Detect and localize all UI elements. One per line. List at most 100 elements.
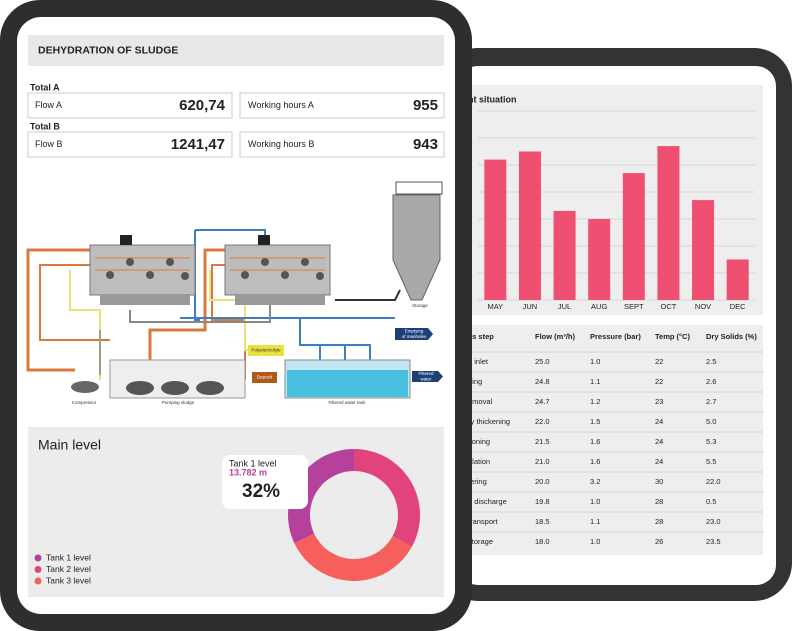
x-tick-label: DEC xyxy=(730,302,746,311)
total-label: Total A xyxy=(30,82,60,92)
table-cell: 24 xyxy=(655,437,663,446)
table-cell: 24 xyxy=(655,417,663,426)
table-cell: 18.5 xyxy=(535,517,550,526)
table-cell: 2.7 xyxy=(706,397,716,406)
stat-value: 1241,47 xyxy=(171,136,225,153)
header-title: DEHYDRATION OF SLUDGE xyxy=(38,44,178,56)
diagram-label: Compressor xyxy=(72,400,97,405)
table-cell: 24 xyxy=(655,457,663,466)
callout-amount: 13.782 m xyxy=(229,467,267,477)
table-cell: 1.2 xyxy=(590,397,600,406)
table-cell: 1.0 xyxy=(590,357,600,366)
table-cell: 22 xyxy=(655,377,663,386)
stat-name: Flow A xyxy=(35,100,62,110)
stat-value: 943 xyxy=(413,136,438,153)
table-cell: e inlet xyxy=(468,357,489,366)
x-tick-label: OCT xyxy=(661,302,677,311)
table-header: Temp (°C) xyxy=(655,332,690,341)
diagram-label: Polyelectrolyte xyxy=(251,348,281,353)
table-cell: emoval xyxy=(468,397,493,406)
table-cell: 5.3 xyxy=(706,437,716,446)
x-tick-label: JUN xyxy=(523,302,538,311)
table-cell: 2.6 xyxy=(706,377,716,386)
table-cell: 18.0 xyxy=(535,537,550,546)
table-cell: tering xyxy=(468,477,487,486)
table-cell: ning xyxy=(468,377,482,386)
table-cell: 1.6 xyxy=(590,457,600,466)
stat-name: Working hours A xyxy=(248,100,314,110)
legend-swatch xyxy=(34,554,42,562)
donut-segment xyxy=(354,449,420,547)
table-cell: ulation xyxy=(468,457,490,466)
table-cell: 26 xyxy=(655,537,663,546)
callout xyxy=(222,455,308,509)
table-header: Pressure (bar) xyxy=(590,332,641,341)
diagram-label: water xyxy=(420,377,432,382)
table-cell: 23.0 xyxy=(706,517,721,526)
x-tick-label: MAY xyxy=(487,302,503,311)
table-cell: 22.0 xyxy=(706,477,721,486)
table-cell: 1.1 xyxy=(590,517,600,526)
stat-box xyxy=(239,131,445,158)
machines xyxy=(71,181,443,399)
table-header: Dry Solids (%) xyxy=(706,332,757,341)
table-cell: 5.0 xyxy=(706,417,716,426)
bar xyxy=(692,200,715,300)
table-cell: 1.5 xyxy=(590,417,600,426)
table-header: Flow (m³/h) xyxy=(535,332,575,341)
donut-segment xyxy=(294,533,412,581)
table-cell: 20.0 xyxy=(535,477,550,486)
stat-value: 620,74 xyxy=(179,97,226,114)
bar xyxy=(657,146,680,300)
stat-box xyxy=(239,92,445,119)
diagram-label: Pumping sludge xyxy=(162,400,195,405)
chart-panel xyxy=(462,85,763,315)
diagram-label: Emptying xyxy=(405,329,424,334)
x-tick-label: SEPT xyxy=(624,302,644,311)
table-cell: storage xyxy=(468,537,493,546)
panel-title: nt situation xyxy=(468,94,517,104)
process-diagram xyxy=(26,229,401,380)
table-cell: 0.5 xyxy=(706,497,716,506)
table-cell: 25.0 xyxy=(535,357,550,366)
table-cell: 30 xyxy=(655,477,663,486)
legend-swatch xyxy=(34,577,42,585)
table-cell: 2.5 xyxy=(706,357,716,366)
level-title: Main level xyxy=(38,437,101,453)
x-tick-label: NOV xyxy=(695,302,711,311)
table-panel xyxy=(462,325,763,555)
callout-name: Tank 1 level xyxy=(229,458,277,468)
stat-name: Working hours B xyxy=(248,139,314,149)
total-label: Total B xyxy=(30,121,60,131)
table-cell: 3.2 xyxy=(590,477,600,486)
stat-value: 955 xyxy=(413,97,438,114)
table-cell: 22.0 xyxy=(535,417,550,426)
table-cell: 28 xyxy=(655,497,663,506)
bar-chart: MAY JUN JUL AUG SEPT OCT NOV DEC xyxy=(478,110,755,311)
callout-percent: 32% xyxy=(242,481,280,502)
table-cell: ry thickening xyxy=(468,417,510,426)
diagram-label: Deposit xyxy=(257,375,273,380)
table-cell: 1.6 xyxy=(590,437,600,446)
legend-label: Tank 2 level xyxy=(46,564,91,574)
bar xyxy=(553,210,576,300)
legend-label: Tank 3 level xyxy=(46,575,91,585)
stat-name: Flow B xyxy=(35,139,63,149)
bar xyxy=(484,159,507,300)
table-cell: 24.7 xyxy=(535,397,550,406)
table-cell: 5.5 xyxy=(706,457,716,466)
table-cell: 23.5 xyxy=(706,537,721,546)
diagram-label: Filtered xyxy=(418,371,434,376)
bar xyxy=(622,173,645,300)
table-header: ss step xyxy=(468,332,494,341)
table-cell: tioning xyxy=(468,437,490,446)
header xyxy=(28,35,444,66)
x-tick-label: AUG xyxy=(591,302,607,311)
table-cell: transport xyxy=(468,517,499,526)
bar xyxy=(518,151,541,300)
diagram-label: Storage xyxy=(412,303,428,308)
table-cell: 22 xyxy=(655,357,663,366)
x-tick-label: JUL xyxy=(558,302,571,311)
